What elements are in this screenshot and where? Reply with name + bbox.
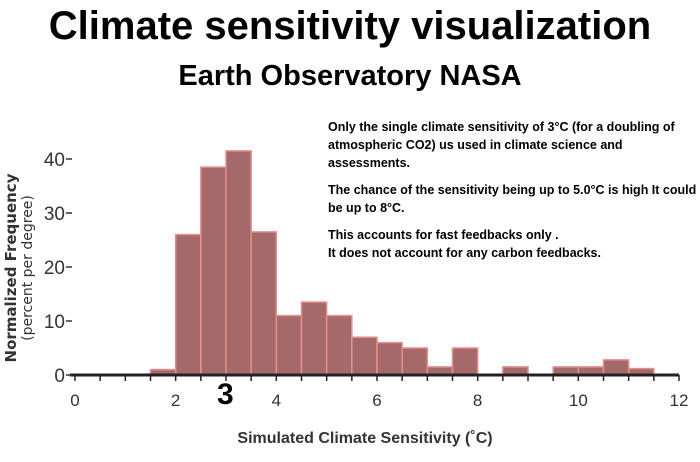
x-axis-label: Simulated Climate Sensitivity (˚C) xyxy=(237,430,492,447)
y-tick-label: 0 xyxy=(54,366,65,387)
y-tick-label: 30 xyxy=(44,204,65,225)
x-tick-label: 2 xyxy=(171,391,180,410)
histogram-bar xyxy=(401,347,429,376)
y-axis-sublabel: (percent per degree) xyxy=(20,195,36,341)
note-2: The chance of the sensitivity being up t… xyxy=(328,183,697,215)
histogram-bar xyxy=(376,341,403,376)
x-tick-label: 8 xyxy=(473,391,482,410)
histogram-bar xyxy=(250,231,278,376)
y-tick-label: 40 xyxy=(44,150,65,171)
page-title: Climate sensitivity visualization xyxy=(48,4,652,48)
histogram-bar xyxy=(351,336,378,376)
histogram-bar xyxy=(275,314,303,376)
histogram-bar xyxy=(200,166,227,376)
histogram-bar xyxy=(225,150,252,376)
x-tick-label: 4 xyxy=(272,391,281,410)
histogram-bar xyxy=(300,301,328,376)
annotation-text: Only the single climate sensitivity of 3… xyxy=(328,118,698,271)
page-subtitle: Earth Observatory NASA xyxy=(178,60,522,92)
note-1: Only the single climate sensitivity of 3… xyxy=(328,120,675,170)
histogram-bar xyxy=(325,314,353,376)
y-tick-label: 10 xyxy=(44,312,65,333)
y-tick-label: 20 xyxy=(44,258,65,279)
x-tick-label: 12 xyxy=(670,391,689,410)
histogram-bar xyxy=(451,347,479,376)
y-axis-label: Normalized Frequency xyxy=(2,173,20,362)
histogram-bar xyxy=(174,233,202,376)
histogram-bar xyxy=(602,359,630,376)
x-tick-label: 6 xyxy=(372,391,381,410)
x-tick-label: 0 xyxy=(70,391,79,410)
highlight-label: 3 xyxy=(217,378,234,411)
note-3: This accounts for fast feedbacks only . … xyxy=(328,228,601,260)
x-tick-label: 10 xyxy=(569,391,588,410)
